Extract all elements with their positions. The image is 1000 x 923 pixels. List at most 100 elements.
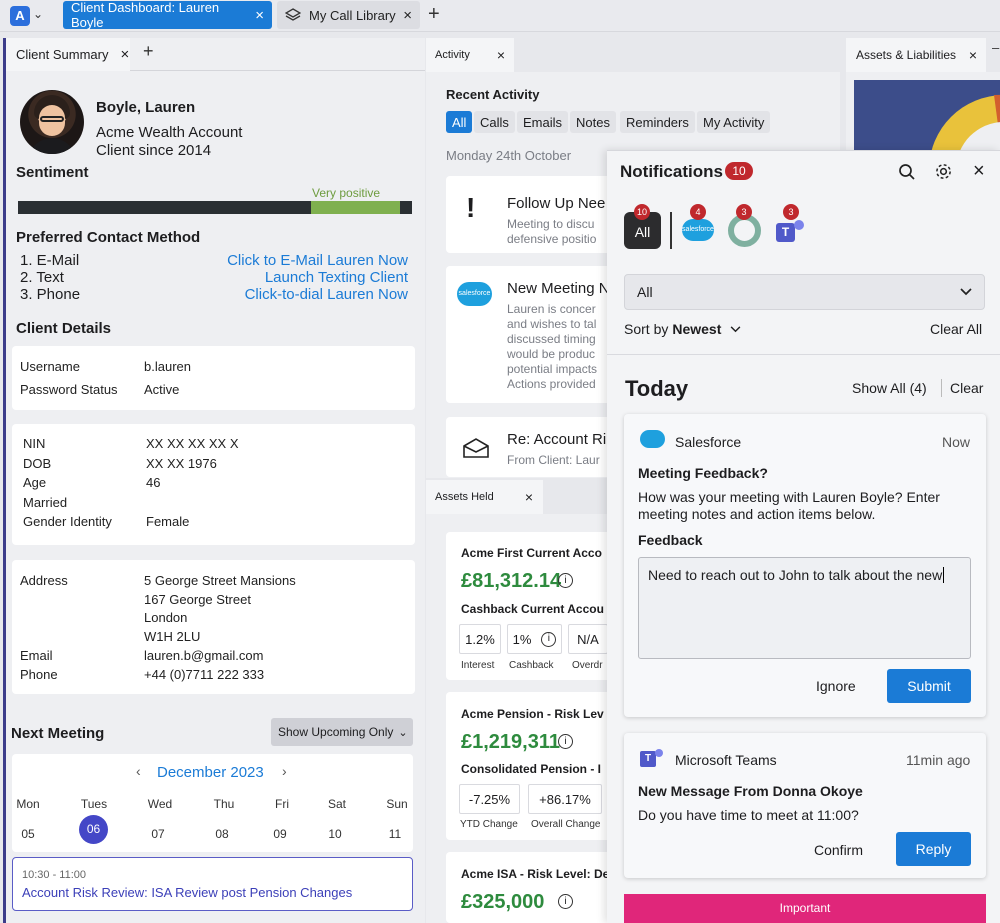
meeting-event-card[interactable] [12,857,413,911]
notifications-count-badge: 10 [725,162,753,180]
tab-assets-held[interactable]: Assets Held × [426,480,543,514]
field-value: XX XX XX XX X [146,436,239,451]
info-icon[interactable]: i [558,573,573,588]
chevron-down-icon[interactable]: ⌄ [33,7,44,21]
next-month-icon[interactable]: › [282,763,287,779]
calendar-day[interactable]: 07 [151,827,165,841]
activity-line: and wishes to tal [507,317,597,331]
tab-label: Client Dashboard: Lauren Boyle [71,0,220,30]
reply-button[interactable]: Reply [896,832,971,866]
weekday-label: Fri [275,797,289,811]
divider [607,354,1000,355]
clear-button[interactable]: Clear [950,380,984,396]
app-logo-icon[interactable]: A [10,6,30,26]
feedback-textarea[interactable]: Need to reach out to John to talk about … [638,557,971,659]
weekday-label: Thu [213,797,235,811]
tab-label: Client Summary [16,47,109,62]
teams-app-icon[interactable]: T [776,217,806,245]
notifications-title: Notifications [620,162,723,181]
contact-item: 1. E-Mail [20,252,80,269]
tab-activity[interactable]: Activity × [426,38,514,72]
select-value: All [637,284,653,300]
asset-value: £81,312.14 [461,570,562,592]
envelope-icon [463,438,489,458]
stat-label: Overall Change [531,819,601,830]
notification-title: New Message From Donna Okoye [638,783,863,799]
field-value: Active [144,382,180,397]
email-client-link[interactable]: Click to E-Mail Lauren Now [227,252,408,269]
tab-client-dashboard[interactable]: Client Dashboard: Lauren Boyle × [63,0,272,30]
tab-assets-liabilities[interactable]: Assets & Liabilities × [846,38,986,72]
field-value: 46 [146,475,161,490]
gear-icon[interactable] [934,162,953,181]
salesforce-app-icon[interactable]: salesforce [682,219,714,241]
tab-my-call-library[interactable]: My Call Library × [277,1,420,29]
add-panel-button[interactable]: + [143,41,154,61]
close-icon[interactable]: × [496,47,505,63]
calendar-day[interactable]: 05 [21,827,35,841]
search-icon[interactable] [898,163,916,181]
tab-client-summary[interactable]: Client Summary × [6,38,130,71]
show-all-button[interactable]: Show All (4) [852,380,927,396]
avatar [20,90,84,154]
personal-details-card [12,424,415,545]
upcoming-filter-dropdown[interactable]: Show Upcoming Only ⌄ [271,718,413,746]
contact-item: 2. Text [20,269,64,286]
panel-more-icon[interactable]: – [992,40,1000,55]
close-icon[interactable]: × [403,6,412,24]
activity-item[interactable] [446,176,616,253]
texting-client-link[interactable]: Launch Texting Client [264,269,408,286]
confirm-button[interactable]: Confirm [814,842,864,858]
clear-all-button[interactable]: Clear All [930,321,983,337]
filter-my-activity[interactable]: My Activity [697,111,771,133]
notification-body: How was your meeting with Lauren Boyle? … [638,489,940,522]
count-badge: 3 [736,204,752,220]
info-icon[interactable]: i [558,734,573,749]
filter-all[interactable]: All [446,111,473,133]
tab-label: Activity [435,49,470,61]
chevron-down-icon [960,288,972,296]
asset-card[interactable] [446,532,616,680]
close-icon[interactable]: × [120,46,130,63]
filter-reminders[interactable]: Reminders [620,111,695,133]
today-heading: Today [625,376,689,401]
calendar-day[interactable]: 11 [388,827,402,841]
calendar-day[interactable]: 08 [215,827,229,841]
weekday-label: Sat [327,797,346,811]
field-label: Married [23,495,68,510]
asset-sub: Consolidated Pension - I [461,762,602,776]
submit-button[interactable]: Submit [887,669,971,703]
calendar-day-selected[interactable]: 06 [79,815,108,844]
calendar-day[interactable]: 09 [273,827,287,841]
new-tab-button[interactable]: + [428,3,440,25]
close-notifications-icon[interactable]: × [973,160,985,182]
close-icon[interactable]: × [524,489,533,505]
filter-emails[interactable]: Emails [517,111,569,133]
info-icon[interactable]: i [558,894,573,909]
calendar-day[interactable]: 10 [328,827,342,841]
prev-month-icon[interactable]: ‹ [136,763,141,779]
close-icon[interactable]: × [255,6,264,24]
meeting-title[interactable]: Account Risk Review: ISA Review post Pen… [22,885,353,900]
field-value: lauren.b@gmail.com [144,648,264,663]
field-label: Phone [20,667,58,682]
notification-time: Now [942,434,971,450]
filter-calls[interactable]: Calls [474,111,515,133]
dial-client-link[interactable]: Click-to-dial Lauren Now [244,286,408,303]
field-label: NIN [23,436,46,451]
info-icon[interactable]: i [541,631,557,647]
close-icon[interactable]: × [968,47,977,63]
address-line: 167 George Street [144,592,251,607]
activity-item[interactable] [446,417,616,477]
ignore-button[interactable]: Ignore [816,678,856,694]
filter-notes[interactable]: Notes [570,111,616,133]
feedback-text: Need to reach out to John to talk about … [648,567,943,583]
field-label: Username [20,359,80,374]
donut-chart-graphic [931,94,1000,152]
asset-card[interactable] [446,852,616,923]
asset-card[interactable] [446,692,616,840]
important-banner[interactable]: Important [624,894,986,923]
app-filter-select[interactable]: All [624,274,985,310]
activity-line: Lauren is concer [507,302,596,316]
sort-dropdown[interactable]: Sort by Newest [624,321,741,337]
